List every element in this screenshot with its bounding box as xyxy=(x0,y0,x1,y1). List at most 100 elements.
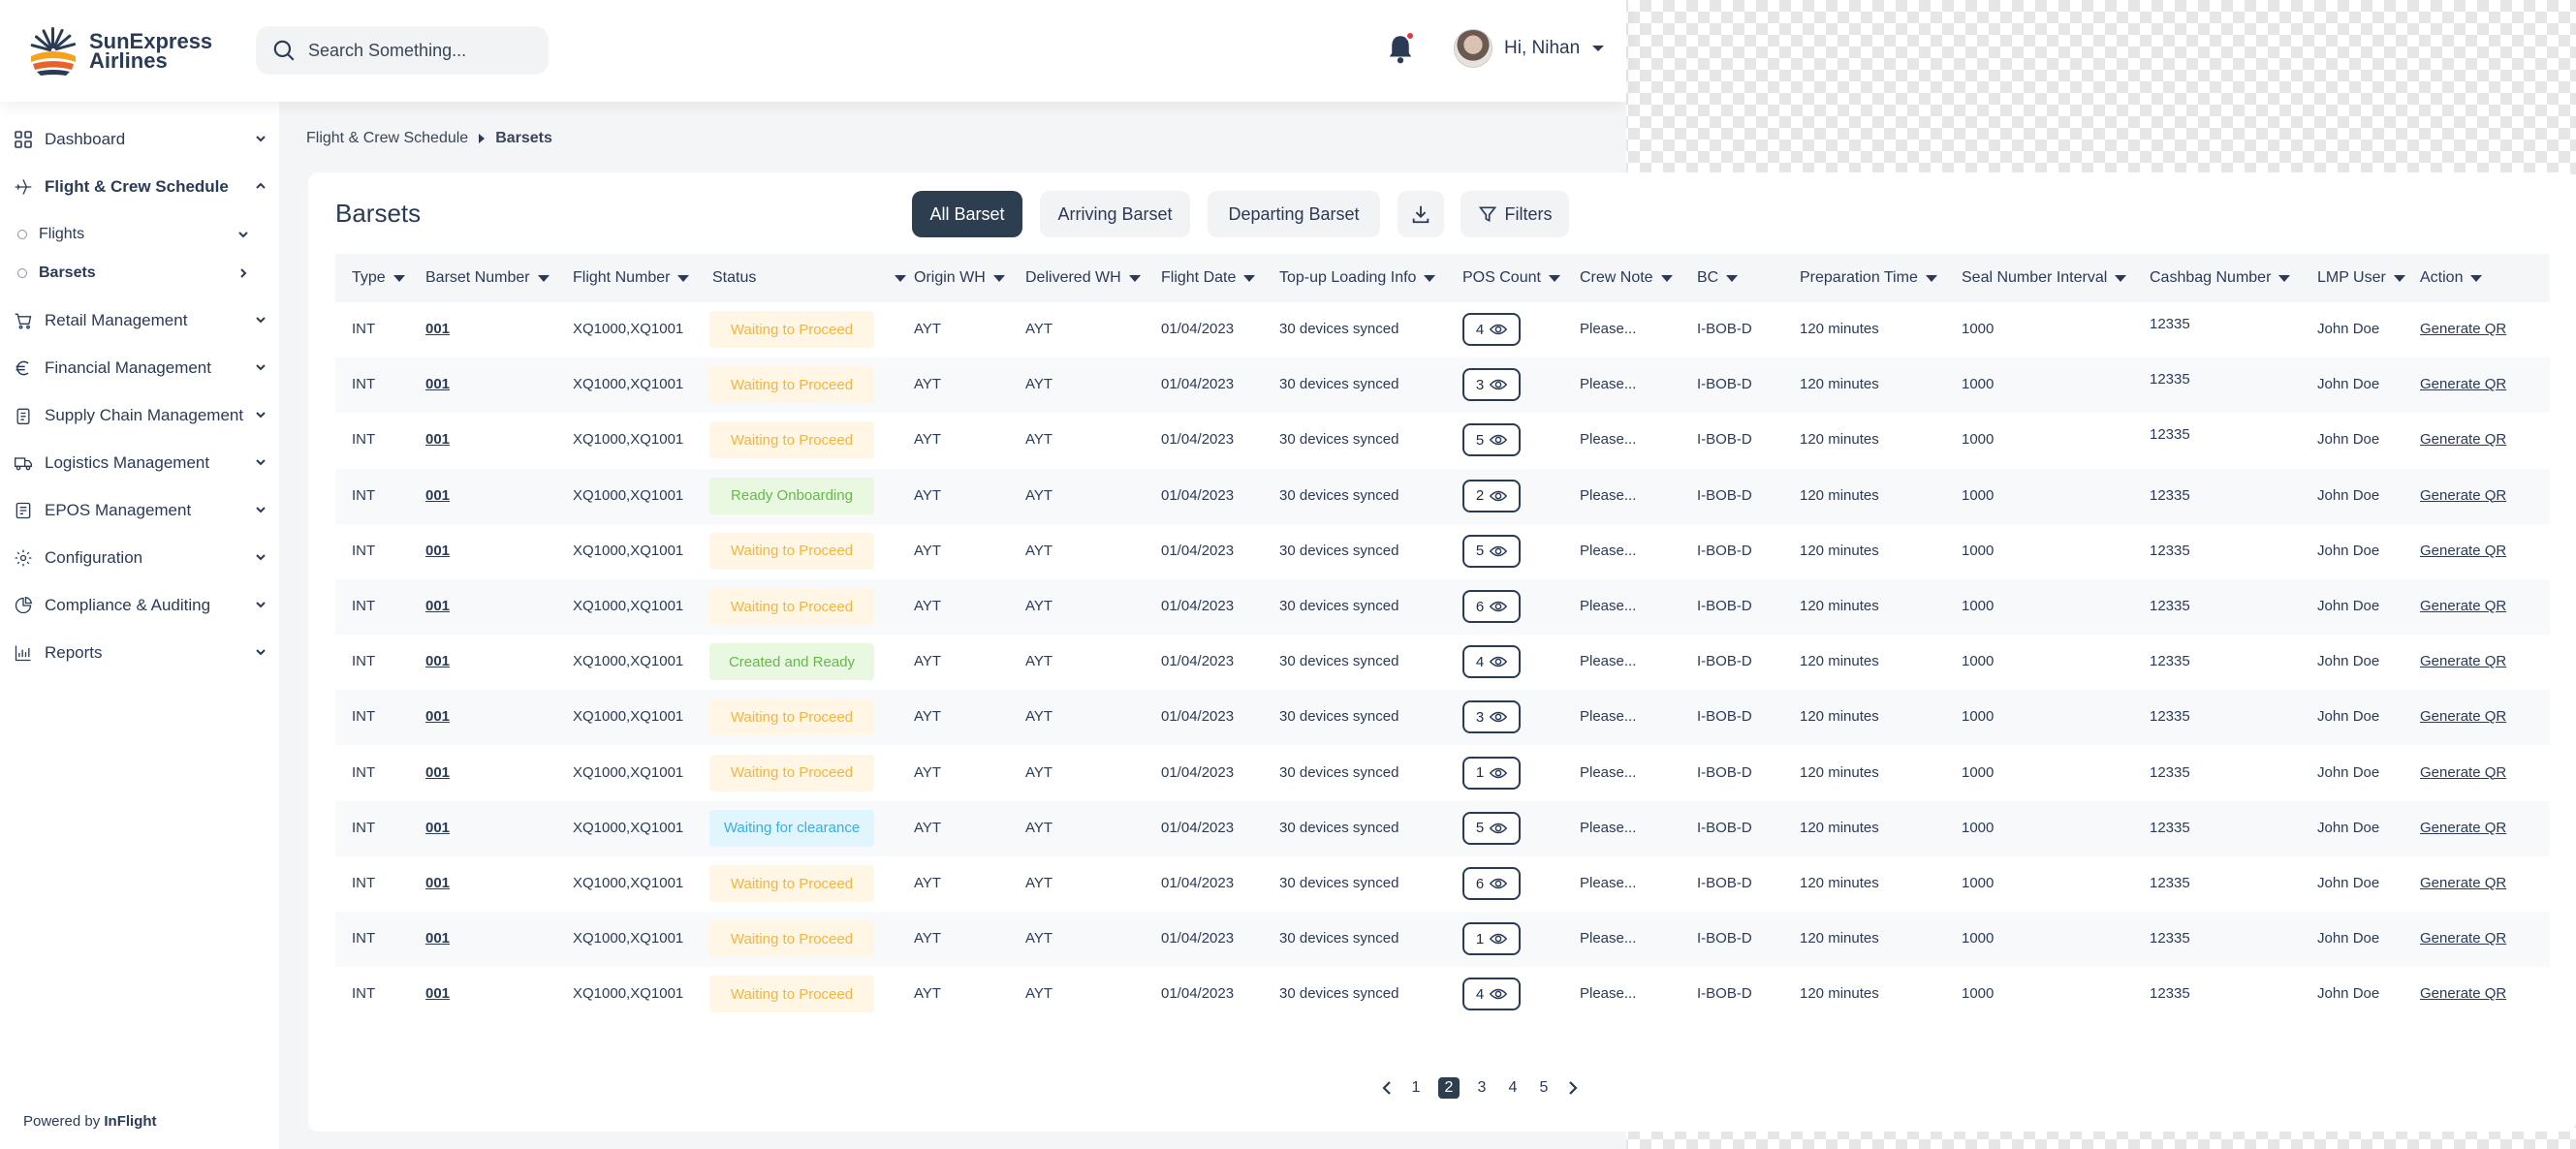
chevron-left-icon[interactable] xyxy=(1380,1080,1394,1096)
cell-origin-wh: AYT xyxy=(914,598,942,614)
pos-count-button[interactable]: 4 xyxy=(1462,645,1521,679)
column-header-topup-loading-info[interactable]: Top-up Loading Info xyxy=(1279,265,1436,291)
sidebar-item-supply-chain-management[interactable]: Supply Chain Management xyxy=(14,398,267,433)
sidebar-item-compliance-auditing[interactable]: Compliance & Auditing xyxy=(14,588,267,623)
generate-qr-link[interactable]: Generate QR xyxy=(2420,431,2507,449)
barset-number-link[interactable]: 001 xyxy=(425,321,451,337)
page-4[interactable]: 4 xyxy=(1508,1079,1518,1096)
pos-count-button[interactable]: 5 xyxy=(1462,811,1521,845)
barset-number-link[interactable]: 001 xyxy=(425,542,451,559)
cell-flight-number: XQ1000,XQ1001 xyxy=(573,930,684,947)
pos-count-button[interactable]: 1 xyxy=(1462,756,1521,790)
generate-qr-link[interactable]: Generate QR xyxy=(2420,875,2507,891)
filters-button[interactable]: Filters xyxy=(1461,191,1569,237)
column-header-pos-count[interactable]: POS Count xyxy=(1462,265,1560,291)
tab-all-barset[interactable]: All Barset xyxy=(912,191,1022,237)
barset-number-link[interactable]: 001 xyxy=(425,763,451,781)
barset-number-link[interactable]: 001 xyxy=(425,985,451,1003)
barset-number-link[interactable]: 001 xyxy=(425,653,451,670)
generate-qr-link[interactable]: Generate QR xyxy=(2420,708,2507,726)
page-1[interactable]: 1 xyxy=(1411,1079,1421,1096)
pos-count-button[interactable]: 6 xyxy=(1462,867,1521,900)
table-row[interactable] xyxy=(335,579,2550,635)
column-header-lmp-user[interactable]: LMP User xyxy=(2317,265,2405,291)
search-input[interactable] xyxy=(308,40,521,61)
column-header-bc[interactable]: BC xyxy=(1697,265,1739,291)
generate-qr-link[interactable]: Generate QR xyxy=(2420,542,2507,559)
table-row[interactable] xyxy=(335,800,2550,856)
generate-qr-link[interactable]: Generate QR xyxy=(2420,598,2507,614)
column-header-action[interactable]: Action xyxy=(2420,265,2483,291)
sidebar-item-reports[interactable]: Reports xyxy=(14,636,267,670)
barset-number-link[interactable]: 001 xyxy=(425,930,451,947)
sidebar-item-dashboard[interactable]: Dashboard xyxy=(14,122,267,157)
notifications-button[interactable] xyxy=(1386,31,1417,68)
pos-count-button[interactable]: 3 xyxy=(1462,368,1521,402)
table-row[interactable] xyxy=(335,357,2550,414)
sidebar-item-financial-management[interactable]: Financial Management xyxy=(14,351,267,386)
download-button[interactable] xyxy=(1398,191,1444,237)
column-header-barset-number[interactable]: Barset Number xyxy=(425,265,550,291)
page-3[interactable]: 3 xyxy=(1477,1079,1487,1096)
sidebar-item-logistics-management[interactable]: Logistics Management xyxy=(14,446,267,481)
column-header-origin-wh[interactable]: Origin WH xyxy=(914,265,1005,291)
table-row[interactable] xyxy=(335,912,2550,968)
chevron-right-icon[interactable] xyxy=(1566,1080,1580,1096)
column-header-seal-number-interval[interactable]: Seal Number Interval xyxy=(1962,265,2127,291)
generate-qr-link[interactable]: Generate QR xyxy=(2420,653,2507,670)
generate-qr-link[interactable]: Generate QR xyxy=(2420,985,2507,1003)
breadcrumb-parent[interactable]: Flight & Crew Schedule xyxy=(306,130,469,146)
barset-number-link[interactable]: 001 xyxy=(425,376,451,393)
page-5[interactable]: 5 xyxy=(1539,1079,1549,1096)
column-header-crew-note[interactable]: Crew Note xyxy=(1580,265,1673,291)
sidebar-subitem-barsets[interactable]: Barsets xyxy=(17,259,250,288)
column-header-cashbag-number[interactable]: Cashbag Number xyxy=(2150,265,2291,291)
column-header-preparation-time[interactable]: Preparation Time xyxy=(1800,265,1937,291)
pos-count-button[interactable]: 2 xyxy=(1462,479,1521,512)
barset-number-link[interactable]: 001 xyxy=(425,486,451,504)
cell-lmp-user: John Doe xyxy=(2317,486,2380,504)
search-box[interactable] xyxy=(256,26,549,75)
brand-logo[interactable]: SunExpress Airlines xyxy=(27,25,212,78)
status-badge: Waiting to Proceed xyxy=(709,532,874,570)
sidebar-subitem-flights[interactable]: Flights xyxy=(17,220,250,249)
cell-flight-number: XQ1000,XQ1001 xyxy=(573,653,684,670)
table-row[interactable] xyxy=(335,690,2550,746)
generate-qr-link[interactable]: Generate QR xyxy=(2420,763,2507,781)
column-header-flight-number[interactable]: Flight Number xyxy=(573,265,690,291)
barset-number-link[interactable]: 001 xyxy=(425,708,451,726)
pos-count-button[interactable]: 6 xyxy=(1462,590,1521,623)
generate-qr-link[interactable]: Generate QR xyxy=(2420,930,2507,947)
page-2[interactable]: 2 xyxy=(1438,1077,1460,1099)
column-header-delivered-wh[interactable]: Delivered WH xyxy=(1025,265,1141,291)
pos-count-button[interactable]: 1 xyxy=(1462,922,1521,956)
column-header-flight-date[interactable]: Flight Date xyxy=(1161,265,1256,291)
sidebar-item-retail-management[interactable]: Retail Management xyxy=(14,303,267,338)
cell-seal-number-interval: 1000 xyxy=(1962,930,1995,947)
column-header-status[interactable]: Status xyxy=(712,265,907,291)
cell-origin-wh: AYT xyxy=(914,930,942,947)
pos-count-button[interactable]: 3 xyxy=(1462,700,1521,734)
column-header-type[interactable]: Type xyxy=(352,265,405,291)
pos-count-button[interactable]: 5 xyxy=(1462,423,1521,457)
pos-count-button[interactable]: 5 xyxy=(1462,534,1521,568)
barset-number-link[interactable]: 001 xyxy=(425,875,451,891)
sidebar-item-epos-management[interactable]: EPOS Management xyxy=(14,493,267,528)
sidebar-item-configuration[interactable]: Configuration xyxy=(14,541,267,575)
table-row[interactable] xyxy=(335,468,2550,524)
barset-number-link[interactable]: 001 xyxy=(425,431,451,449)
cell-crew-note: Please... xyxy=(1580,598,1637,614)
sidebar-item-flight-crew-schedule[interactable]: Flight & Crew Schedule xyxy=(14,170,267,204)
generate-qr-link[interactable]: Generate QR xyxy=(2420,321,2507,337)
generate-qr-link[interactable]: Generate QR xyxy=(2420,819,2507,836)
pos-count-button[interactable]: 4 xyxy=(1462,978,1521,1011)
cell-topup-loading-info: 30 devices synced xyxy=(1279,321,1399,337)
tab-departing-barset[interactable]: Departing Barset xyxy=(1208,191,1380,237)
barset-number-link[interactable]: 001 xyxy=(425,819,451,836)
generate-qr-link[interactable]: Generate QR xyxy=(2420,376,2507,393)
generate-qr-link[interactable]: Generate QR xyxy=(2420,486,2507,504)
pos-count-button[interactable]: 4 xyxy=(1462,313,1521,346)
user-menu[interactable]: Hi, Nihan xyxy=(1454,29,1605,68)
barset-number-link[interactable]: 001 xyxy=(425,598,451,614)
tab-arriving-barset[interactable]: Arriving Barset xyxy=(1040,191,1190,237)
